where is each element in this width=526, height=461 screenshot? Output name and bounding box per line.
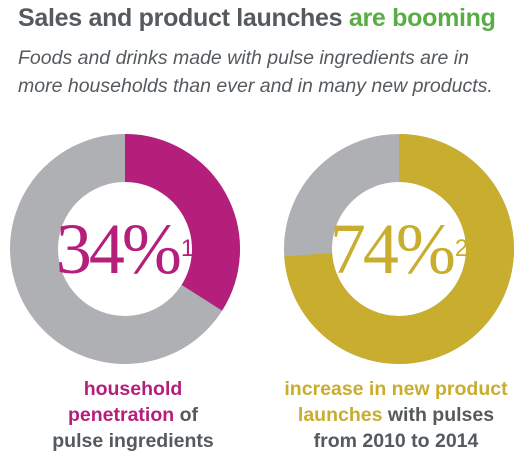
launch-increase-donut: 74% 2	[284, 134, 514, 364]
percent-label: 34%	[55, 209, 182, 289]
household-caption: household penetration of pulse ingredien…	[8, 376, 258, 454]
caption-text: with pulses	[382, 404, 495, 426]
caption-text: of	[174, 404, 198, 426]
title-accent: are booming	[348, 4, 496, 32]
caption-highlight: household	[83, 378, 183, 400]
percent-label: 74%	[329, 209, 456, 289]
donut-value-segment	[124, 134, 240, 311]
footnote-marker: 1	[180, 235, 195, 262]
title-main: Sales and product launches	[18, 4, 349, 32]
donut-value-segment	[284, 134, 514, 364]
page-title: Sales and product launches are booming	[18, 4, 496, 33]
caption-highlight: increase in new product	[284, 378, 508, 400]
caption-text: from 2010 to 2014	[313, 430, 479, 452]
footnote-marker: 2	[454, 235, 469, 262]
launches-caption: increase in new product launches with pu…	[268, 376, 524, 454]
caption-highlight: launches	[297, 404, 383, 426]
household-penetration-value: 34% 1	[10, 134, 240, 364]
caption-highlight: penetration	[67, 404, 175, 426]
donut-svg-household	[10, 134, 240, 364]
caption-text: pulse ingredients	[52, 430, 214, 452]
donut-svg-launches	[284, 134, 514, 364]
household-penetration-donut: 34% 1	[10, 134, 240, 364]
page-subtitle: Foods and drinks made with pulse ingredi…	[18, 47, 493, 97]
launch-increase-value: 74% 2	[284, 134, 514, 364]
